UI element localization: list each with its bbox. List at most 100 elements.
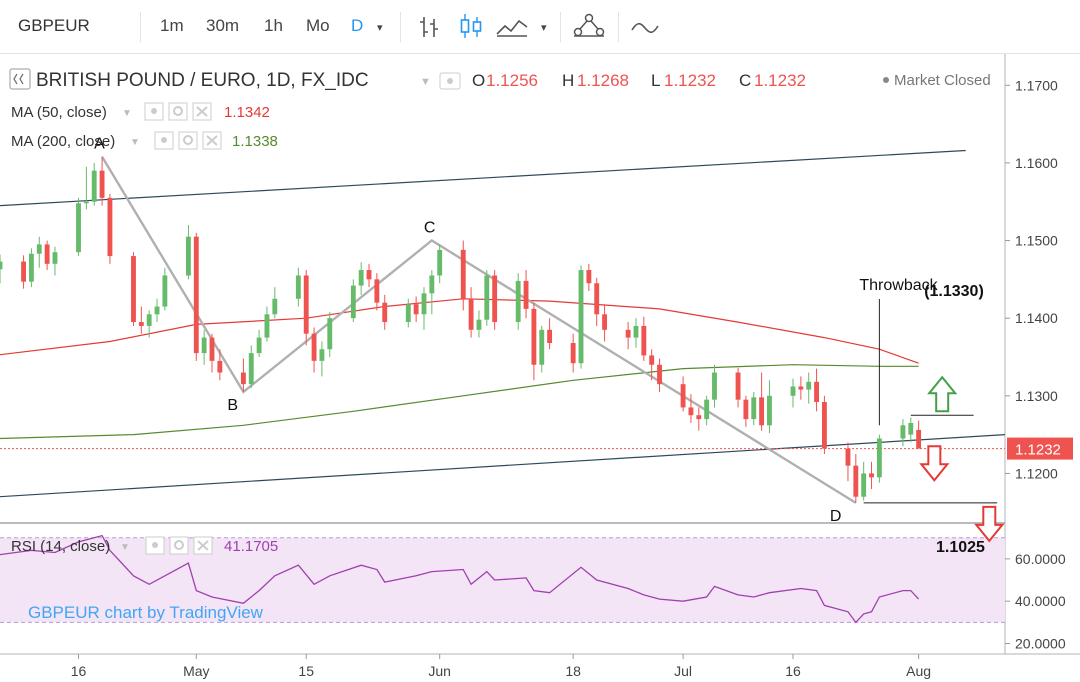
bar-style-icon[interactable] [418,14,442,40]
candle-body [256,337,262,354]
candle [154,298,160,323]
candle [743,395,749,427]
candle [217,349,223,381]
candle [861,461,867,501]
candle [303,270,309,346]
close-label: C [739,71,751,90]
candle [539,325,545,373]
candle [405,298,411,328]
rsi-controls[interactable] [145,536,213,555]
indicators-icon[interactable] [572,12,606,40]
area-style-icon[interactable] [495,14,529,38]
open-value: 1.1256 [486,71,538,90]
ma200-controls[interactable] [154,131,222,150]
candle [688,394,694,423]
interval-mo[interactable]: Mo [306,16,330,35]
price-tick-label: 1.1300 [1015,388,1058,404]
candle-body [99,170,105,198]
candle-body [578,270,584,364]
candle [680,376,686,412]
candle-body [311,333,317,361]
candle-body [193,236,199,354]
symbol-title: BRITISH POUND / EURO, 1D, FX_IDC [36,70,369,91]
candle [28,248,34,288]
candle [264,306,270,342]
candle [460,240,466,311]
compare-icon[interactable] [630,16,660,36]
candle-body [0,261,3,270]
market-status: Market Closed [894,72,991,89]
interval-30m[interactable]: 30m [206,16,240,35]
symbol-search[interactable]: GBPEUR [18,16,90,35]
candle-style-icon[interactable] [458,12,484,40]
close-value: 1.1232 [754,71,806,90]
candle [492,270,498,330]
price-chart[interactable]: A B C D Throwback(1.1330) 1.1025 1.1700 1.1600… [0,54,1080,682]
chevron-down-icon[interactable]: ▼ [420,76,431,88]
candle-body [217,360,223,373]
candle-body [350,285,356,319]
ma50-controls[interactable] [144,102,212,121]
chevron-down-icon[interactable]: ▼ [130,137,140,148]
candle-body [696,415,702,420]
candle [515,273,521,330]
candle-body [413,304,419,315]
high-label: H [562,71,574,90]
candle-body [52,252,58,264]
candle-body [138,322,144,326]
candle-body [162,275,168,307]
arrows-icon [13,73,24,85]
chevron-down-icon[interactable]: ▾ [541,22,547,34]
candle-body [515,280,521,323]
candle [44,240,50,271]
chevron-down-icon[interactable]: ▼ [122,108,132,119]
time-tick-label: Aug [906,663,931,679]
interval-1h[interactable]: 1h [264,16,283,35]
candle [193,232,199,361]
candle-body [743,399,749,420]
candle-body [876,438,882,478]
candle-body [916,429,922,449]
tradingview-watermark[interactable]: GBPEUR chart by TradingView [28,603,264,622]
interval-dropdown-icon[interactable]: ▾ [377,22,383,34]
candle [131,252,136,326]
market-status-dot [883,77,889,83]
candle-body [327,318,333,350]
candle-body [382,302,388,323]
time-tick-label: May [183,663,209,679]
candle-body [437,249,443,276]
interval-d[interactable]: D [351,16,364,35]
candle-body [131,256,136,323]
candle [547,318,553,350]
candle [657,358,662,392]
pattern-label-d: D [830,508,842,525]
ma200-value: 1.1338 [232,133,278,150]
candle-body [704,399,710,420]
candle [523,270,529,319]
candle [845,442,851,482]
chevron-down-icon[interactable]: ▼ [120,542,130,553]
candle [99,156,105,206]
rsi-tick-label: 20.0000 [1015,636,1066,652]
candle [586,263,592,291]
price-tick-label: 1.1200 [1015,465,1058,481]
candle-body [625,329,631,338]
open-label: O [472,71,485,90]
candle [625,322,631,350]
interval-1m[interactable]: 1m [160,16,184,35]
candle-body [374,279,380,303]
rsi-value: 41.1705 [224,538,278,555]
candle-body [586,270,592,284]
ma50-value: 1.1342 [224,104,270,121]
candle-body [484,275,490,320]
current-price-label: 1.1232 [1015,442,1061,459]
candle [484,270,490,326]
candle [366,263,372,288]
candle [790,378,796,408]
target-down-label: 1.1025 [936,539,985,556]
candle [751,391,757,426]
candle [853,454,859,503]
candle-body [295,275,301,299]
candle-body [272,298,278,315]
candle [76,197,81,257]
